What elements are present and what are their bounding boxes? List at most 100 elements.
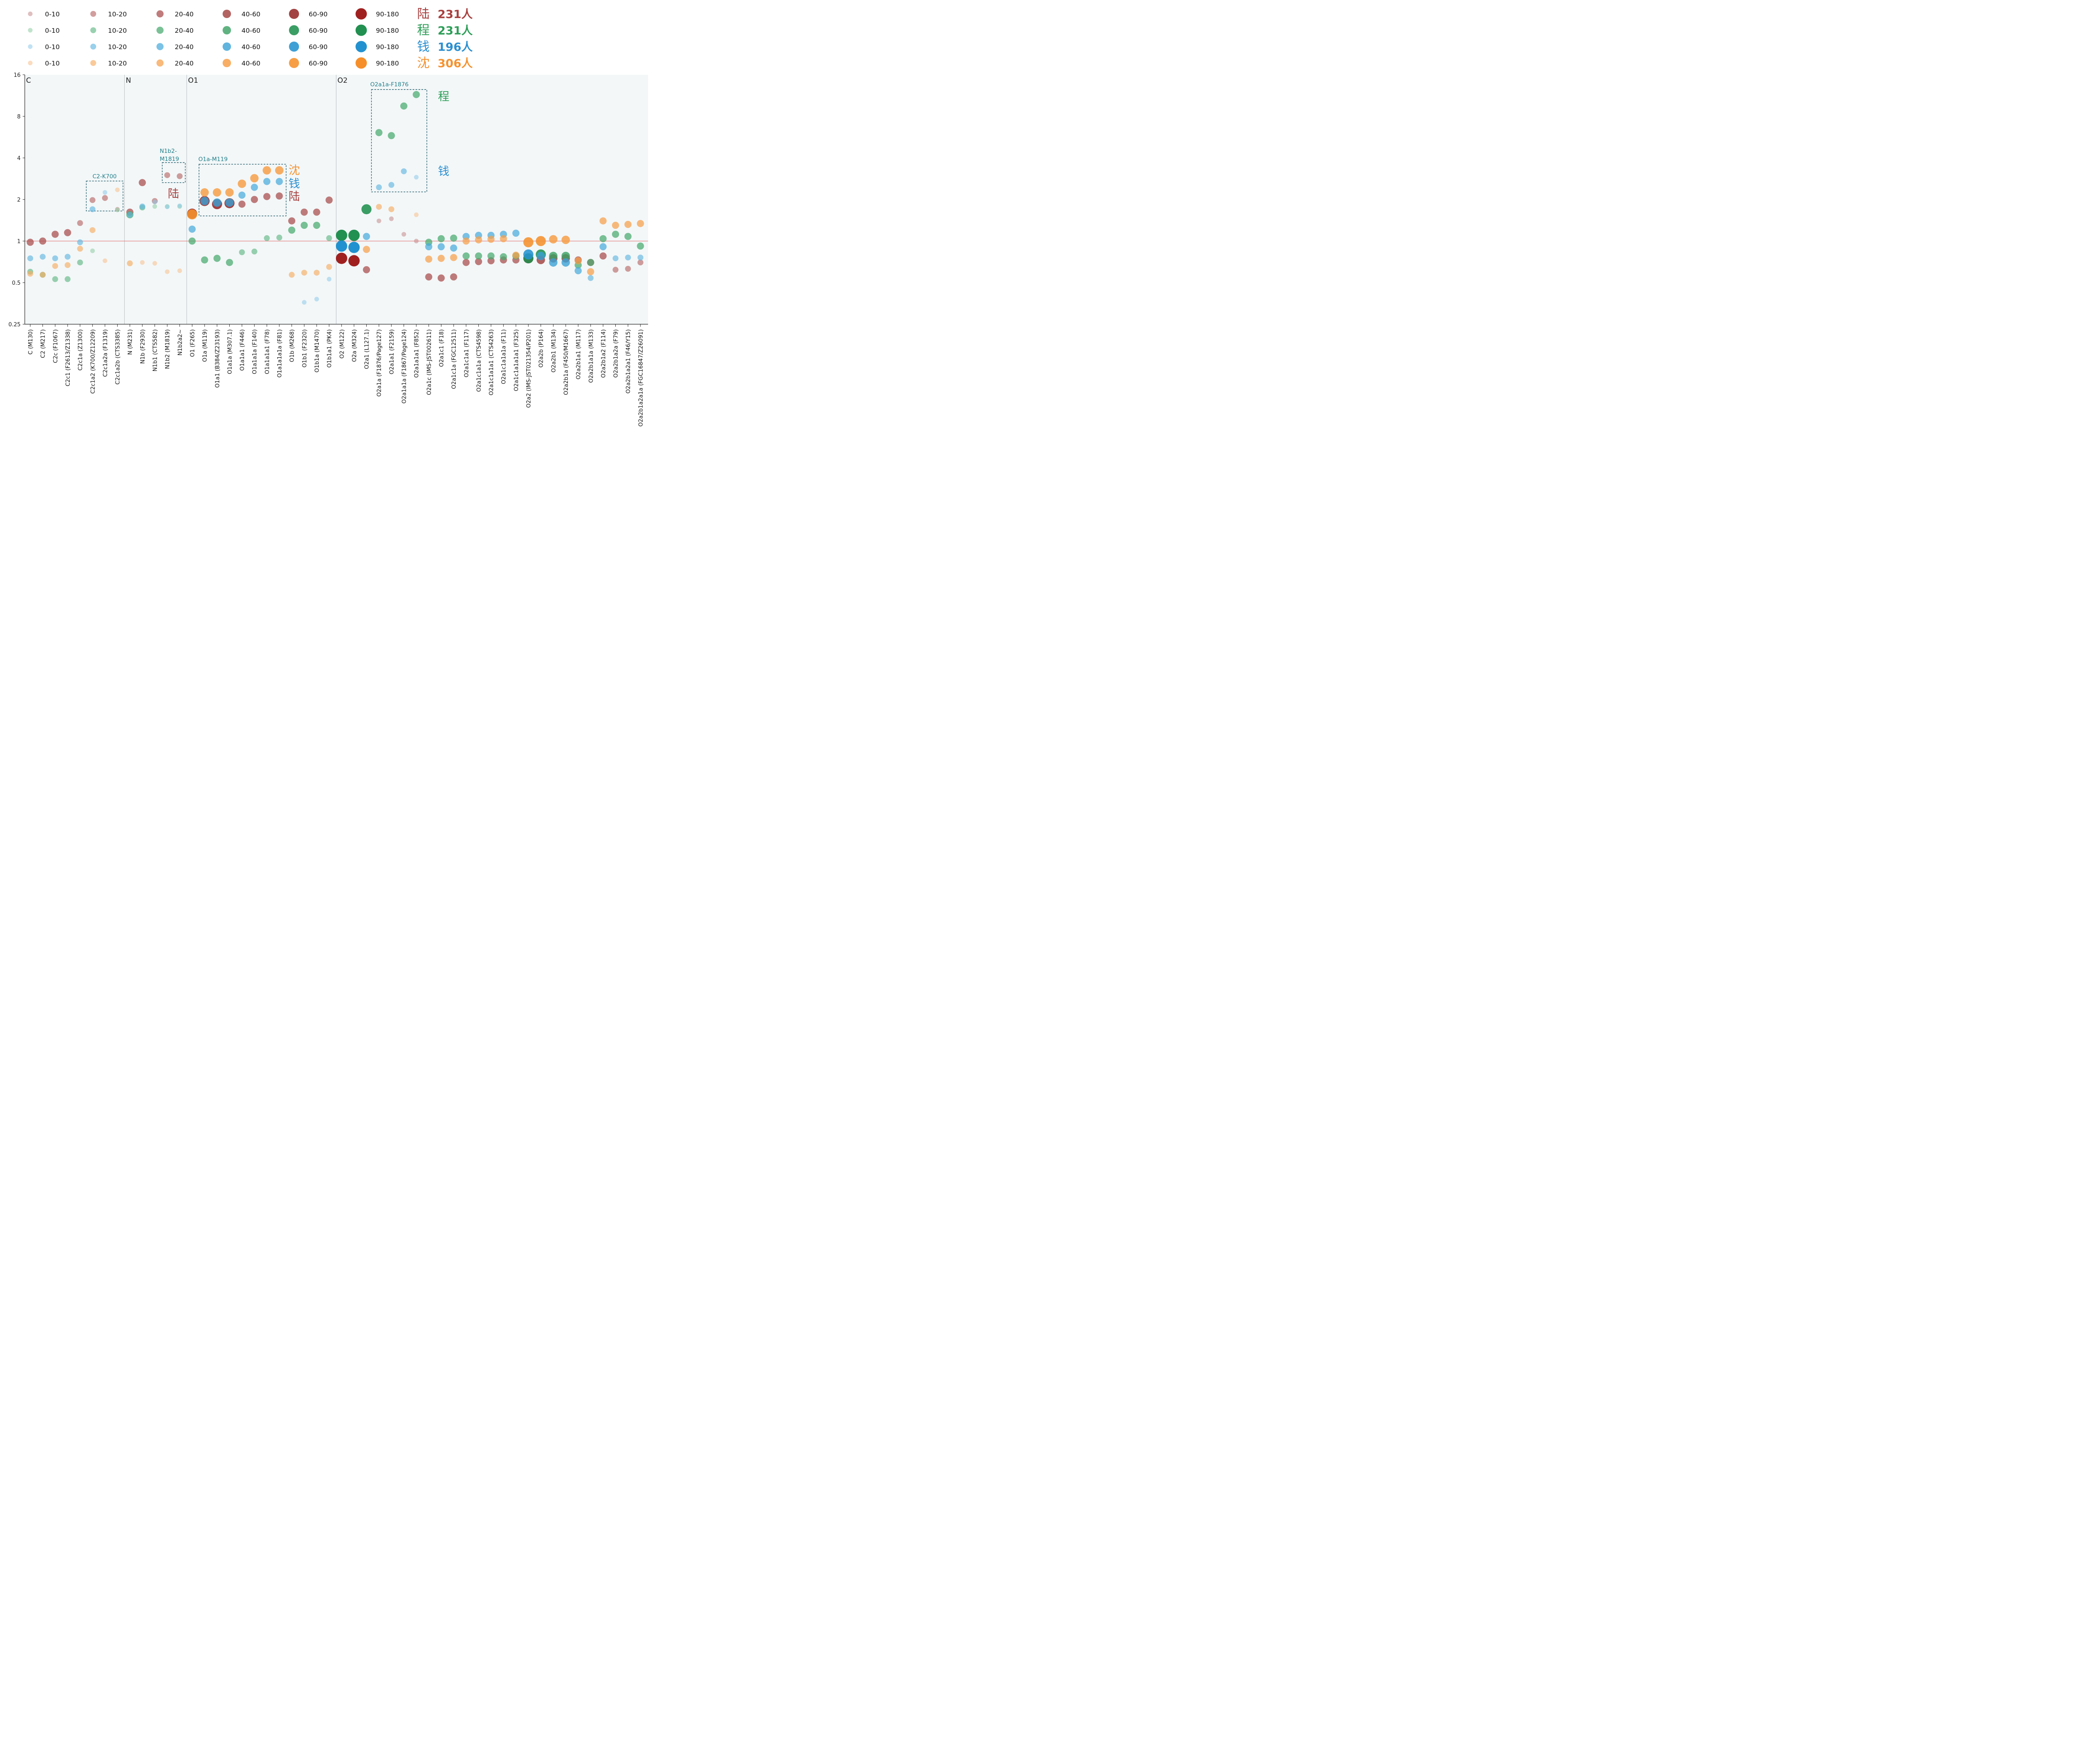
x-tick-label: O2a1a1a1 (F852) [414, 329, 420, 378]
legend-marker-shen [223, 59, 231, 67]
x-tick-label: O1b1a1 (PK4) [327, 329, 333, 367]
data-point-lu [376, 218, 381, 223]
legend-group-count: 231人 [438, 24, 472, 37]
x-tick-label: N1b1 (CTS582) [152, 329, 159, 371]
data-point-qian [27, 255, 33, 262]
data-point-cheng [561, 252, 570, 260]
data-point-shen [487, 236, 495, 243]
data-point-shen [187, 209, 197, 220]
data-point-shen [200, 188, 209, 197]
data-point-shen [475, 236, 482, 244]
data-point-lu [450, 273, 457, 281]
legend-marker-cheng [90, 27, 96, 33]
data-point-shen [437, 255, 445, 262]
x-tick-label: O2a1c (IMS-JST002611) [426, 329, 433, 395]
data-point-lu [437, 274, 445, 282]
legend-label: 90-180 [376, 60, 399, 67]
section-label-O1: O1 [188, 76, 198, 85]
y-tick-label: 4 [17, 155, 21, 162]
x-tick-label: O2a2b1a1a (M133) [588, 329, 594, 383]
x-tick-label: O2a1c1a (FGC12511) [451, 329, 457, 389]
legend-marker-cheng [223, 26, 231, 34]
data-point-qian [314, 296, 319, 302]
x-tick-label: O2a2b (P164) [538, 329, 545, 367]
legend-marker-qian [223, 42, 231, 51]
legend: 0-10 0-10 0-10 0-10 10-20 10-20 10-20 10-20 20-4… [28, 7, 472, 71]
x-tick-label: N1b2a2~ [177, 329, 184, 356]
x-tick-label: O1b (M268) [289, 329, 296, 362]
x-tick-label: O1a1 (B384/Z23193) [215, 329, 221, 388]
data-point-qian [77, 239, 83, 245]
y-tick-label: 1 [17, 239, 21, 245]
legend-label: 0-10 [45, 10, 60, 18]
annotation-text-cheng: 程 [438, 90, 449, 103]
data-point-shen [414, 212, 419, 217]
data-point-shen [388, 206, 394, 213]
data-point-qian [363, 233, 370, 240]
data-point-lu [77, 220, 83, 226]
data-point-lu [251, 196, 258, 203]
data-point-cheng [213, 255, 221, 262]
legend-marker-shen [156, 59, 164, 67]
data-point-lu [263, 193, 270, 200]
legend-marker-lu [289, 9, 299, 19]
data-point-lu [363, 266, 370, 273]
data-point-shen [612, 222, 620, 229]
data-point-cheng [637, 242, 644, 250]
data-point-lu [39, 237, 47, 245]
data-point-lu [238, 200, 246, 208]
data-point-cheng [276, 234, 282, 241]
data-point-shen [450, 254, 457, 261]
legend-label: 60-90 [309, 60, 328, 67]
data-point-lu [89, 197, 96, 203]
annotation-box-label: C2-K700 [92, 173, 117, 180]
annotation-boxes: C2-K700 N1b2-M1819 O1a-M119 O2a1a-F1876 [86, 81, 428, 216]
data-point-shen [77, 246, 83, 252]
data-point-cheng [348, 229, 360, 241]
legend-marker-lu [156, 10, 164, 18]
x-tick-label: N1b2 (M1819) [165, 329, 171, 369]
legend-marker-qian [28, 44, 33, 49]
legend-label: 0-10 [45, 27, 60, 34]
legend-label: 10-20 [108, 60, 127, 67]
data-point-qian [52, 255, 58, 262]
data-point-lu [276, 192, 283, 200]
data-point-cheng [388, 132, 395, 139]
data-point-qian [251, 184, 258, 191]
data-point-lu [64, 229, 71, 236]
legend-group-count: 196人 [438, 41, 472, 54]
data-point-lu [462, 259, 470, 266]
data-point-cheng [152, 204, 157, 209]
legend-label: 0-10 [45, 43, 60, 51]
data-point-qian [599, 243, 607, 250]
dot-plot-chart: 0-10 0-10 0-10 0-10 10-20 10-20 10-20 10-20 20-4… [8, 7, 648, 427]
legend-label: 60-90 [309, 10, 328, 18]
legend-label: 40-60 [242, 10, 260, 18]
data-point-qian [177, 203, 182, 208]
data-point-qian [39, 254, 46, 260]
data-point-lu [599, 252, 607, 260]
x-tick-label: O2a1a (F1876/Page127) [376, 329, 383, 397]
data-point-cheng [90, 248, 95, 253]
data-point-lu [139, 179, 146, 186]
data-point-shen [549, 235, 558, 244]
data-point-lu [313, 208, 320, 216]
legend-label: 40-60 [242, 60, 260, 67]
data-point-lu [475, 258, 482, 265]
x-tick-label: O2a2 (IMS-JST021354/P201) [526, 329, 532, 408]
legend-label: 90-180 [376, 10, 399, 18]
data-point-qian [336, 240, 347, 252]
x-tick-label: O2a2b1a2 (F114) [601, 329, 607, 378]
data-point-shen [301, 270, 307, 276]
data-point-cheng [587, 259, 594, 266]
data-point-cheng [251, 248, 257, 255]
data-point-shen [326, 264, 332, 270]
data-point-cheng [336, 229, 347, 241]
x-tick-label: O1a (M119) [202, 329, 208, 362]
section-label-N: N [126, 76, 131, 85]
legend-label: 40-60 [242, 27, 260, 34]
data-point-cheng [462, 252, 470, 260]
data-point-shen [262, 166, 271, 175]
data-point-lu [637, 259, 643, 265]
legend-marker-qian [90, 44, 96, 50]
